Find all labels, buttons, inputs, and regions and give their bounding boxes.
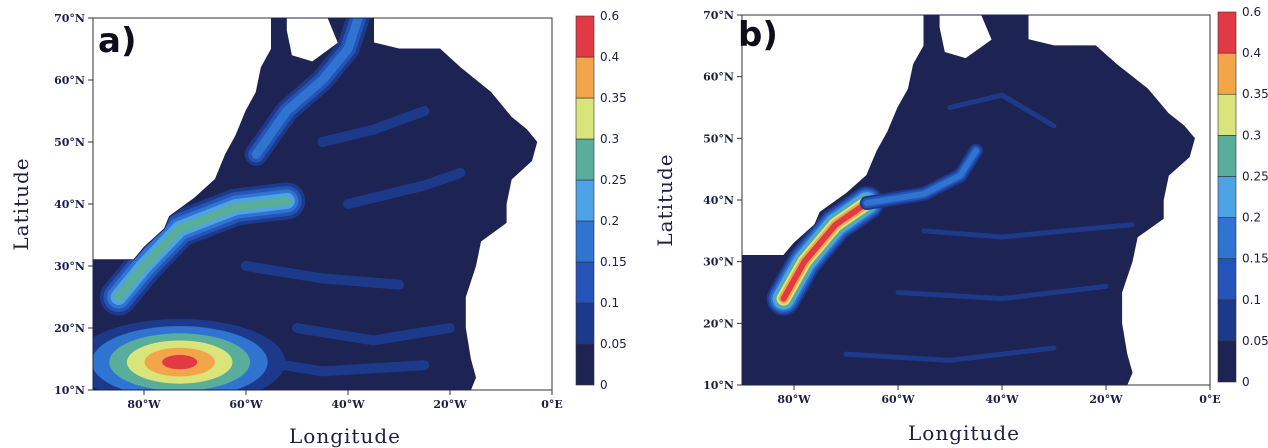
colorbar-label: 0.4 xyxy=(1242,46,1261,60)
variability-streak xyxy=(843,345,1057,363)
colorbar-label: 0.3 xyxy=(600,132,619,146)
x-axis-title: Longitude xyxy=(908,421,1020,445)
variability-streak xyxy=(292,323,455,346)
variability-streak xyxy=(241,261,404,290)
colorbar-segment xyxy=(575,97,595,140)
colorbar-segment xyxy=(1217,52,1237,95)
colorbar-label: 0.25 xyxy=(600,173,627,187)
x-tick-label: 40°W xyxy=(985,393,1019,406)
contour-band xyxy=(251,18,363,159)
colorbar-segment xyxy=(575,343,595,386)
colorbar-label: 0.35 xyxy=(600,91,627,105)
y-tick-label: 50°N xyxy=(54,136,85,149)
chart-panel-a: 80°W 60°W 40°W 20°W 0°E 10°N 20°N 30°N 40°N 50°N 6… xyxy=(9,9,627,448)
colorbar-label: 0.15 xyxy=(1242,252,1268,266)
colorbar-segment xyxy=(575,15,595,58)
x-tick-label: 20°W xyxy=(1089,393,1123,406)
colorbar-label: 0.4 xyxy=(600,50,619,64)
colorbar-label: 0.6 xyxy=(600,9,619,23)
colorbar-label: 0.05 xyxy=(1242,334,1268,348)
colorbar-segment xyxy=(1217,299,1237,342)
colorbar-label: 0 xyxy=(1242,375,1250,389)
contour-band xyxy=(114,196,292,302)
y-tick-label: 70°N xyxy=(703,9,734,22)
colorbar-segment xyxy=(1217,93,1237,136)
contour-maximum xyxy=(162,354,198,370)
y-tick-label: 20°N xyxy=(703,317,734,330)
x-tick-label: 80°W xyxy=(777,393,811,406)
contour-field xyxy=(93,18,537,390)
colorbar-segment xyxy=(575,261,595,304)
colorbar-label: 0.6 xyxy=(1242,5,1261,19)
variability-streak xyxy=(317,106,430,147)
colorbar-segment xyxy=(1217,258,1237,301)
panel-label: a) xyxy=(98,21,136,61)
colorbar-segment xyxy=(1217,340,1237,383)
colorbar-label: 0.1 xyxy=(1242,293,1261,307)
y-tick-label: 50°N xyxy=(703,132,734,145)
contour-band xyxy=(863,147,979,207)
panel-label: b) xyxy=(738,15,778,55)
colorbar-segment xyxy=(1217,11,1237,54)
colorbar-label: 0.35 xyxy=(1242,87,1268,101)
ocean-background xyxy=(742,15,1195,385)
y-tick-label: 60°N xyxy=(54,74,85,87)
colorbar-segment xyxy=(575,220,595,263)
coastline xyxy=(741,14,1195,386)
colorbar-segment xyxy=(575,138,595,181)
variability-streak xyxy=(921,222,1135,240)
y-axis-title: Latitude xyxy=(9,157,33,250)
colorbar-label: 0.1 xyxy=(600,296,619,310)
y-tick-label: 70°N xyxy=(54,12,85,25)
colorbar-segment xyxy=(1217,176,1237,218)
coastline xyxy=(92,17,538,391)
y-tick-label: 20°N xyxy=(54,322,85,335)
y-tick-label: 10°N xyxy=(703,379,734,392)
colorbar-label: 0.25 xyxy=(1242,169,1268,183)
x-axis-title: Longitude xyxy=(289,424,401,448)
colorbar-label: 0.2 xyxy=(600,214,619,228)
x-tick-label: 0°E xyxy=(541,398,563,411)
x-tick-label: 20°W xyxy=(433,398,467,411)
variability-streak xyxy=(947,92,1057,129)
variability-streak xyxy=(343,168,466,209)
y-tick-label: 30°N xyxy=(54,260,85,273)
colorbar-label: 0.2 xyxy=(1242,211,1261,225)
y-tick-label: 40°N xyxy=(54,198,85,211)
colorbar-segment xyxy=(575,302,595,345)
colorbar-segment xyxy=(575,56,595,99)
colorbar-segment xyxy=(1217,135,1237,177)
y-axis-title: Latitude xyxy=(653,153,677,246)
x-tick-label: 80°W xyxy=(127,398,161,411)
chart-b-svg: 80°W 60°W 40°W 20°W 0°E 10°N 20°N 30°N 40°N 50°N 6… xyxy=(653,5,1268,445)
colorbar-label: 0.05 xyxy=(600,337,627,351)
x-tick-label: 40°W xyxy=(331,398,365,411)
x-tick-label: 0°E xyxy=(1199,393,1221,406)
chart-a-svg: 80°W 60°W 40°W 20°W 0°E 10°N 20°N 30°N 40°N 50°N 6… xyxy=(9,9,627,448)
colorbar-label: 0.15 xyxy=(600,255,627,269)
colorbar-label: 0 xyxy=(600,378,608,392)
y-tick-label: 60°N xyxy=(703,71,734,84)
land-greenland xyxy=(286,18,338,62)
y-tick-label: 30°N xyxy=(703,256,734,269)
contour-field xyxy=(742,15,1195,385)
colorbar-segment xyxy=(575,179,595,222)
variability-streak xyxy=(895,283,1109,302)
y-tick-label: 40°N xyxy=(703,194,734,207)
contour-band xyxy=(780,200,870,302)
chart-panel-b: 80°W 60°W 40°W 20°W 0°E 10°N 20°N 30°N 40°N 50°N 6… xyxy=(634,0,1268,448)
colorbar-segment xyxy=(1217,217,1237,259)
colorbar-label: 0.3 xyxy=(1242,128,1261,142)
land-greenland xyxy=(939,15,992,59)
y-tick-label: 10°N xyxy=(54,384,85,397)
x-tick-label: 60°W xyxy=(881,393,915,406)
x-tick-label: 60°W xyxy=(229,398,263,411)
